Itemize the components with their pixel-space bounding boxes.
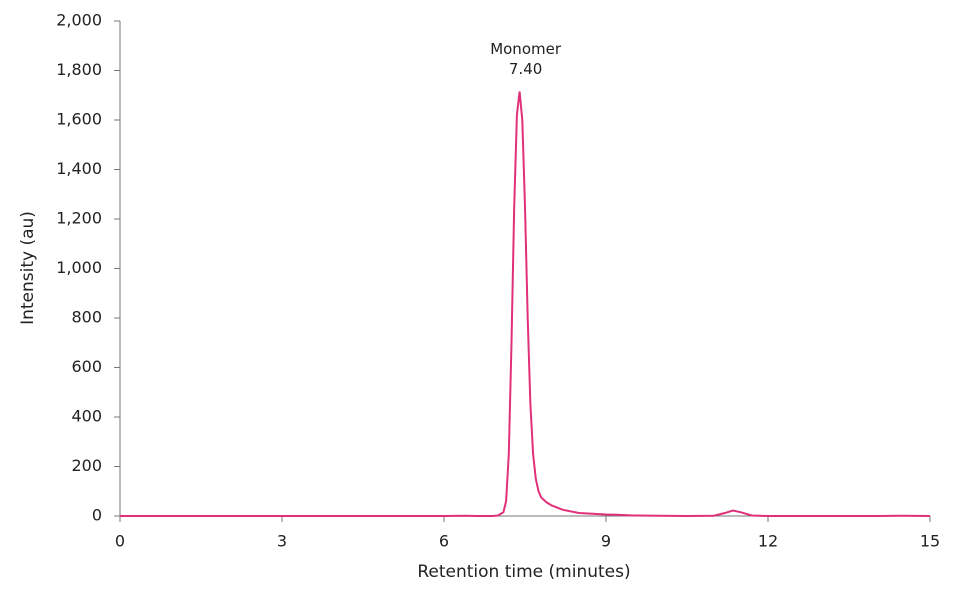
y-axis-title: Intensity (au) (18, 211, 38, 325)
annotation-label: 7.40 (509, 60, 542, 78)
y-tick-label: 0 (92, 506, 102, 525)
x-tick-label: 0 (115, 532, 125, 551)
y-tick-label: 1,600 (56, 110, 102, 129)
x-tick-label: 9 (601, 532, 611, 551)
x-tick-label: 6 (439, 532, 449, 551)
series-line (120, 91, 931, 518)
y-tick-label: 800 (71, 308, 102, 327)
x-tick-label: 3 (277, 532, 287, 551)
annotation-text: Monomer (490, 40, 562, 58)
y-tick-label: 1,400 (56, 159, 102, 178)
y-tick-label: 400 (71, 407, 102, 426)
y-tick-label: 600 (71, 357, 102, 376)
y-tick-label: 1,800 (56, 60, 102, 79)
x-tick-label: 15 (920, 532, 940, 551)
y-tick-label: 2,000 (56, 11, 102, 30)
y-tick-label: 200 (71, 456, 102, 475)
y-tick-label: 1,200 (56, 209, 102, 228)
x-axis-title: Retention time (minutes) (417, 562, 630, 582)
y-tick-label: 1,000 (56, 258, 102, 277)
x-tick-label: 12 (758, 532, 778, 551)
